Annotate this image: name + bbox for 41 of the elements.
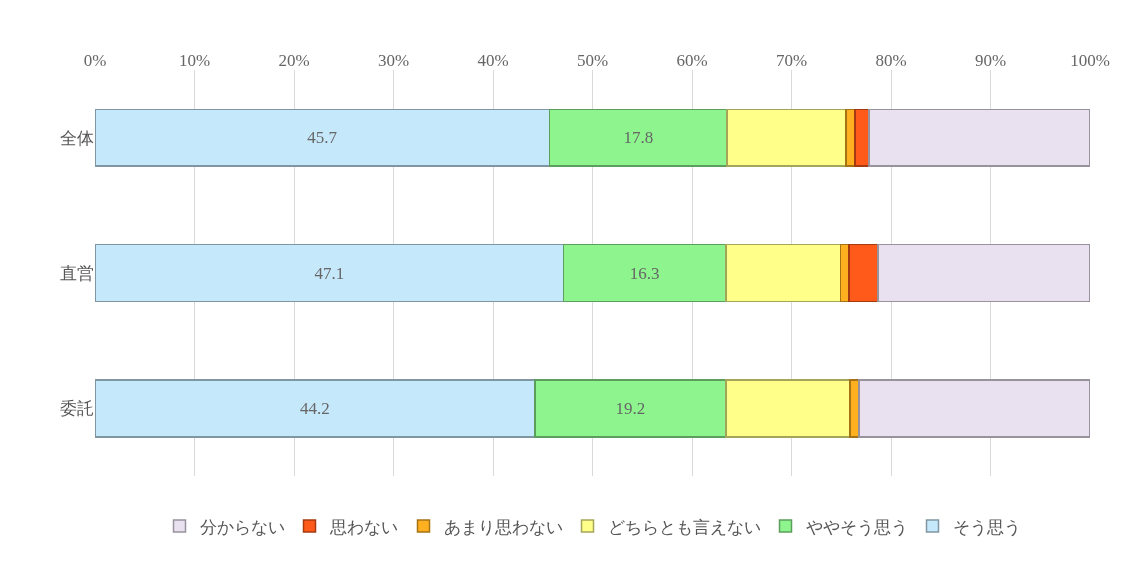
legend-label: そう思う: [952, 517, 1021, 537]
y-tick-label: 直営: [60, 263, 94, 283]
x-tick-label: 90%: [974, 50, 1007, 70]
x-tick-label: 100%: [1070, 50, 1110, 70]
y-tick-label: 全体: [60, 128, 94, 148]
bar: [725, 379, 851, 438]
bar: [562, 243, 727, 303]
bar: [858, 379, 1090, 438]
data-label: 44.2: [300, 398, 330, 418]
data-label: 16.3: [629, 263, 660, 283]
bar: [95, 243, 565, 303]
data-label: 17.8: [623, 128, 654, 148]
x-tick-label: 50%: [576, 50, 609, 70]
data-label: 47.1: [314, 263, 345, 283]
bar: [854, 108, 870, 167]
legend-label: 分からない: [199, 517, 285, 537]
x-tick-label: 10%: [178, 50, 211, 70]
x-tick-label: 30%: [377, 50, 410, 70]
x-tick-label: 60%: [676, 50, 708, 70]
bar: [548, 108, 728, 167]
legend-label: 思わない: [328, 517, 398, 537]
x-tick-label: 70%: [775, 50, 808, 70]
bar: [725, 243, 842, 303]
x-tick-label: 40%: [477, 50, 509, 70]
x-tick-label: 0%: [83, 50, 107, 70]
legend-label: ややそう思う: [805, 517, 908, 537]
x-tick-label: 20%: [278, 50, 310, 70]
bar: [868, 108, 1090, 167]
bar: [877, 243, 1090, 303]
bar: [849, 379, 860, 438]
legend-label: どちらとも言えない: [607, 517, 761, 537]
bar: [95, 108, 551, 167]
data-label: 45.7: [307, 128, 338, 148]
data-label: 19.2: [615, 398, 646, 418]
bar: [726, 108, 847, 167]
bar: [848, 243, 879, 303]
y-tick-label: 委託: [60, 399, 94, 419]
bar: [534, 379, 727, 438]
bar: [95, 379, 536, 438]
x-tick-label: 80%: [875, 50, 907, 70]
legend-label: あまり思わない: [443, 517, 563, 537]
